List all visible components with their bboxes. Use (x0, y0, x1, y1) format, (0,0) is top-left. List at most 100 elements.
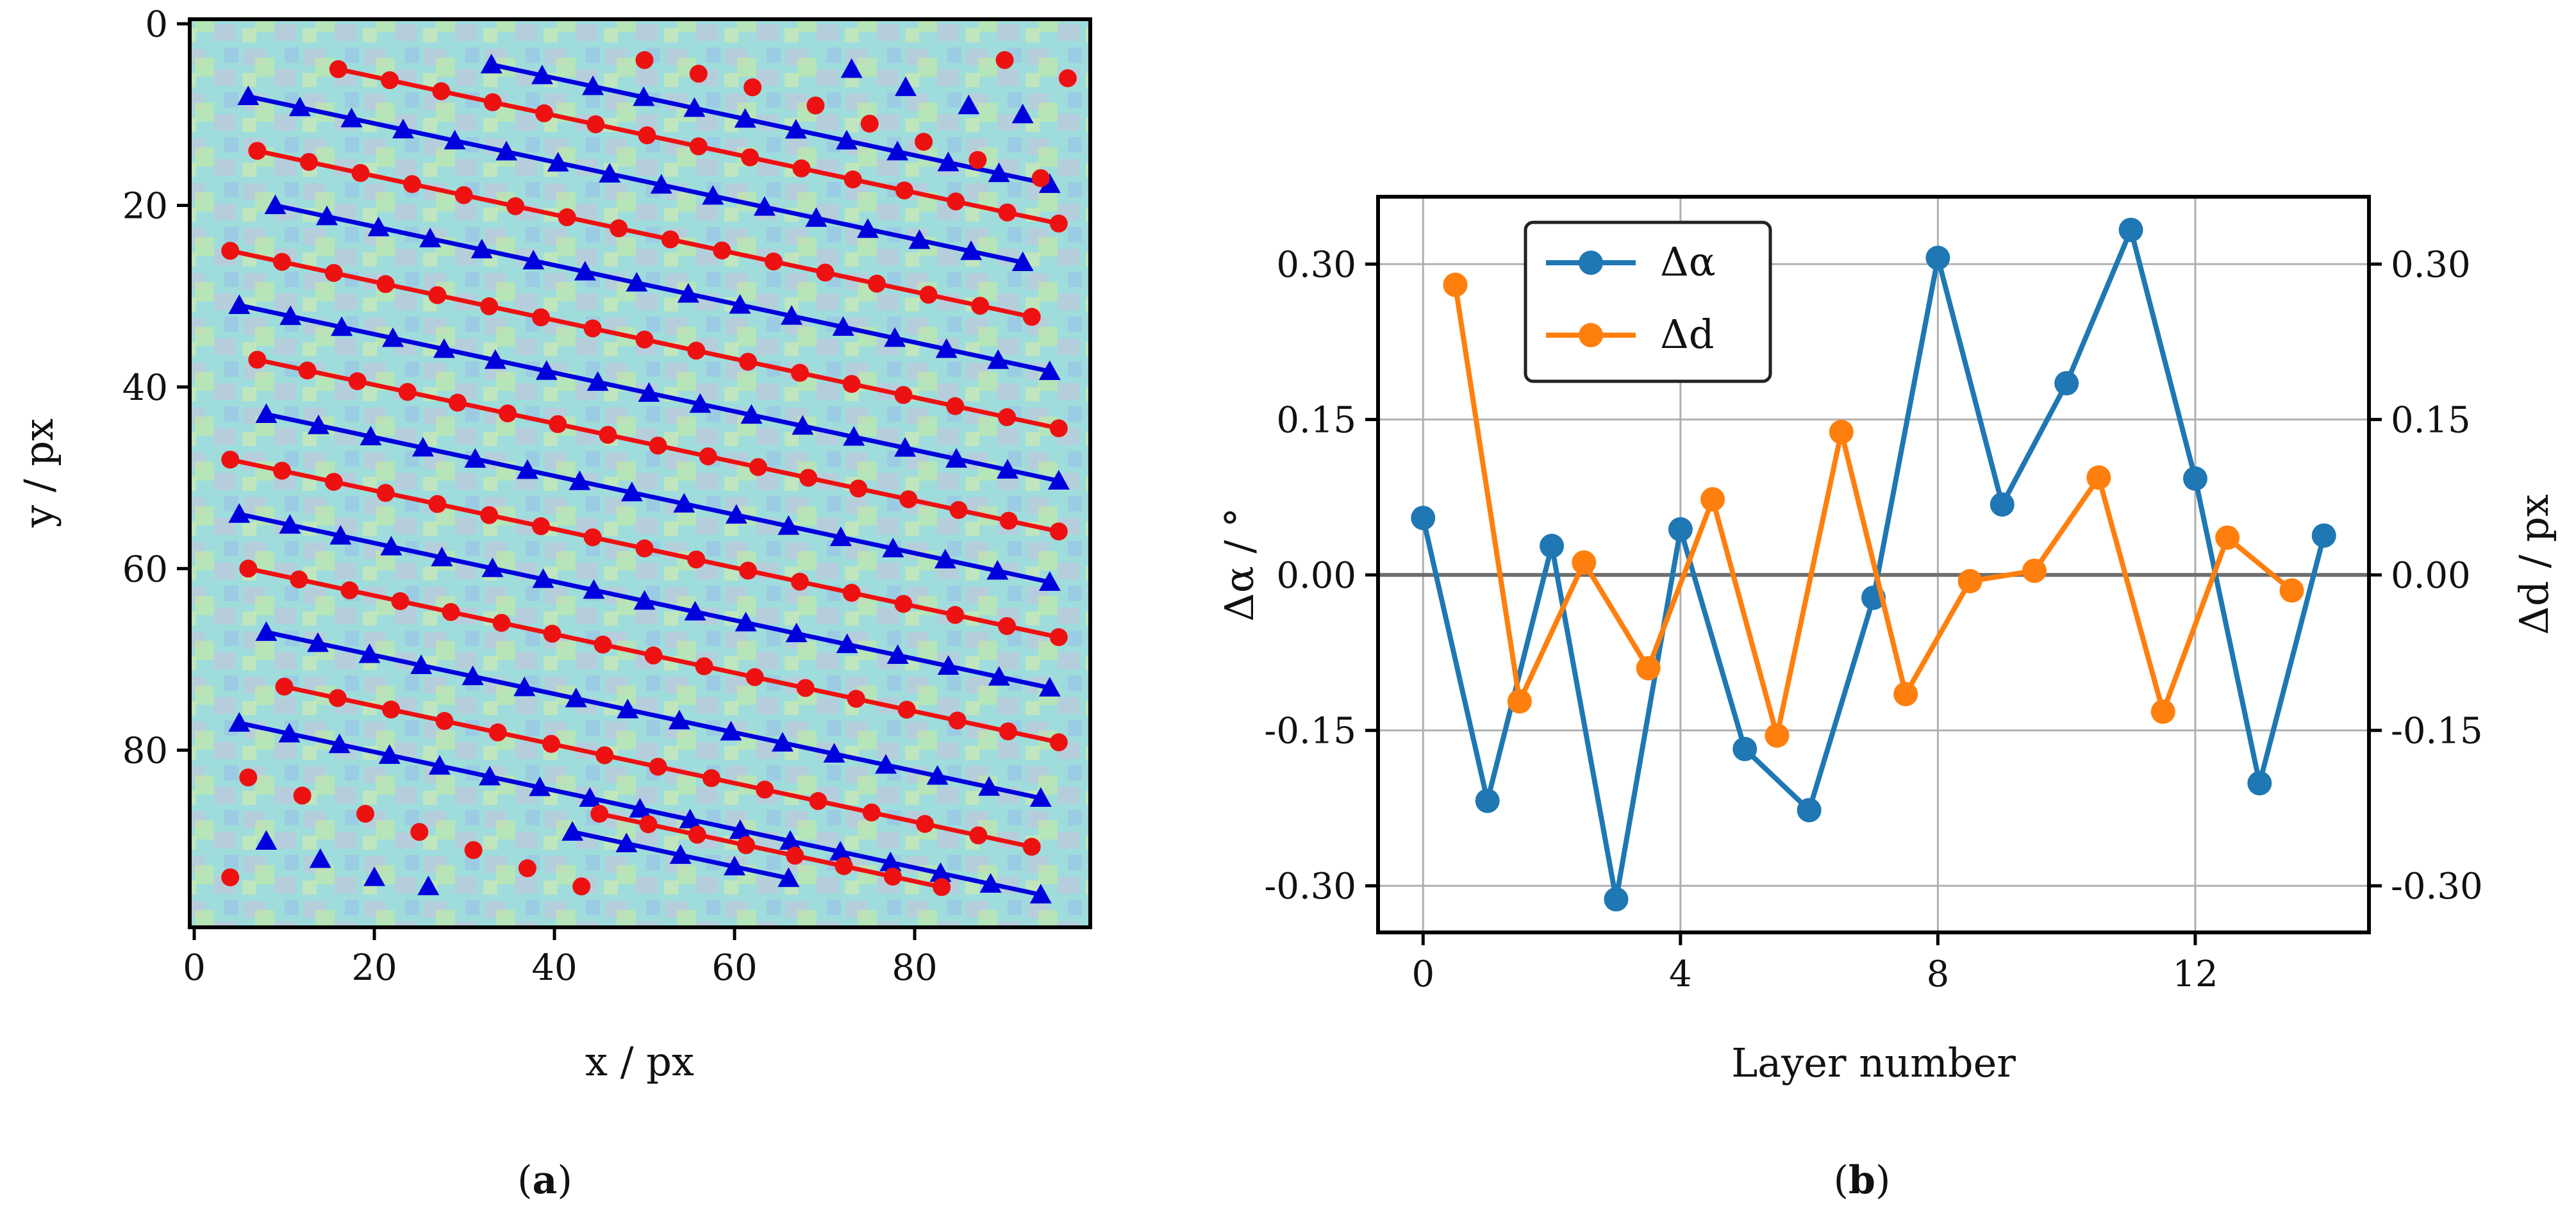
layer-15-point (378, 744, 401, 765)
layer-12-point (847, 690, 865, 708)
layer-8-point (999, 511, 1018, 530)
atom-point (309, 848, 331, 868)
panel-b-y-ticks-right: -0.30 -0.15 0.00 0.15 0.30 (2369, 244, 2483, 907)
layer-7-point (433, 338, 455, 358)
layer-2-point (1049, 214, 1068, 233)
series-point-delta-d (2215, 525, 2240, 550)
layer-8-point (799, 468, 818, 487)
x-tick-label: 20 (351, 947, 397, 989)
layer-14-point (328, 689, 347, 707)
layer-12-point (290, 570, 308, 589)
layer-line-3 (247, 94, 1024, 265)
legend-marker-delta-alpha (1579, 251, 1603, 275)
layer-3-point (288, 96, 311, 117)
layer-3-point (753, 196, 776, 216)
layer-14-point (916, 815, 935, 833)
layer-6-point (428, 286, 447, 304)
layer-3-point (908, 229, 931, 249)
layer-6-point (273, 252, 292, 271)
layer-9-point (725, 504, 747, 524)
layer-12-point (695, 657, 713, 675)
layer-13-point (410, 654, 433, 674)
panel-a: 0 20 40 60 80 0 20 40 60 80 x / px y / px (a) (15, 4, 1092, 1203)
series-point-delta-alpha (2311, 523, 2336, 548)
layer-8-point (599, 426, 617, 444)
legend-label-delta-d: Δd (1660, 311, 1714, 358)
layer-13-point (565, 688, 587, 707)
series-point-delta-d (1636, 656, 1661, 681)
y-tick-label-left: 0.00 (1276, 555, 1356, 597)
layer-12-point (745, 668, 764, 686)
series-point-delta-alpha (2054, 371, 2079, 396)
layer-13-point (823, 743, 845, 763)
layer-6-point (790, 363, 809, 382)
y-tick-label-left: 0.30 (1276, 244, 1356, 286)
series-point-delta-alpha (1604, 887, 1629, 912)
series-point-delta-d (2022, 558, 2047, 583)
layer-8-point (499, 404, 517, 423)
layer-5-point (419, 227, 442, 247)
y-tick-label-left: -0.15 (1264, 711, 1356, 752)
layer-2-point (792, 159, 811, 178)
atom-point (363, 866, 386, 886)
layer-5-point (987, 349, 1010, 369)
layer-3-point (650, 174, 672, 194)
atom-point (860, 114, 879, 133)
atom-point (958, 94, 980, 115)
panel-b-y-ticks-left: -0.30 -0.15 0.00 0.15 0.30 (1264, 244, 1378, 907)
layer-line-13 (265, 630, 1042, 800)
layer-15-point (929, 862, 952, 882)
layer-1-point (988, 162, 1010, 183)
panel-a-x-ticks: 0 20 40 60 80 (183, 927, 938, 989)
layer-11-point (937, 655, 960, 675)
layer-14-point (595, 746, 614, 765)
layer-13-point (978, 776, 1001, 796)
x-tick-label: 0 (1411, 954, 1434, 995)
layer-7-point (228, 294, 251, 314)
y-tick-label-left: -0.30 (1264, 866, 1356, 907)
layer-6-point (480, 297, 499, 315)
series-point-delta-alpha (1733, 736, 1757, 761)
layer-7-point (279, 305, 302, 326)
layer-10-point (324, 472, 343, 491)
panel-a-y-axis-label: y / px (15, 418, 62, 528)
layer-9-point (620, 481, 643, 502)
layer-15-point (679, 808, 701, 829)
layer-1-point (937, 151, 960, 172)
layer-7-point (689, 393, 711, 413)
layer-2-point (998, 203, 1017, 222)
series-point-delta-alpha (1925, 245, 1950, 270)
series-point-delta-alpha (1475, 788, 1500, 813)
layer-14-point (649, 757, 667, 776)
layer-12-point (239, 559, 258, 578)
layer-11-point (329, 525, 352, 545)
layer-15-point (829, 841, 852, 861)
layer-11-point (431, 547, 453, 567)
layer-6-point (324, 263, 343, 282)
x-tick-label: 60 (711, 947, 757, 989)
layer-1-point (785, 119, 807, 139)
layer-12-point (340, 581, 359, 600)
layer-13-point (926, 765, 949, 785)
atom-point (840, 58, 863, 78)
layer-5-point (729, 294, 751, 314)
layer-16-point (590, 804, 609, 823)
layer-2-point (947, 192, 965, 211)
layer-12-point (948, 711, 967, 730)
layer-1-point (836, 129, 858, 150)
layer-12-point (594, 635, 612, 654)
series-point-delta-d (2150, 699, 2175, 724)
layer-9-point (986, 559, 1009, 580)
layer-12-point (897, 700, 916, 719)
layer-4-point (351, 163, 370, 182)
legend-marker-delta-d (1579, 323, 1603, 347)
atom-point (410, 823, 429, 841)
atom-point (1031, 169, 1050, 187)
layer-15-point (779, 830, 801, 850)
atom-point (255, 830, 278, 850)
layer-6-point (998, 408, 1017, 427)
layer-1-point (734, 108, 756, 128)
atom-point (968, 151, 987, 169)
layer-15-point (729, 819, 751, 839)
layer-5-point (677, 283, 699, 303)
